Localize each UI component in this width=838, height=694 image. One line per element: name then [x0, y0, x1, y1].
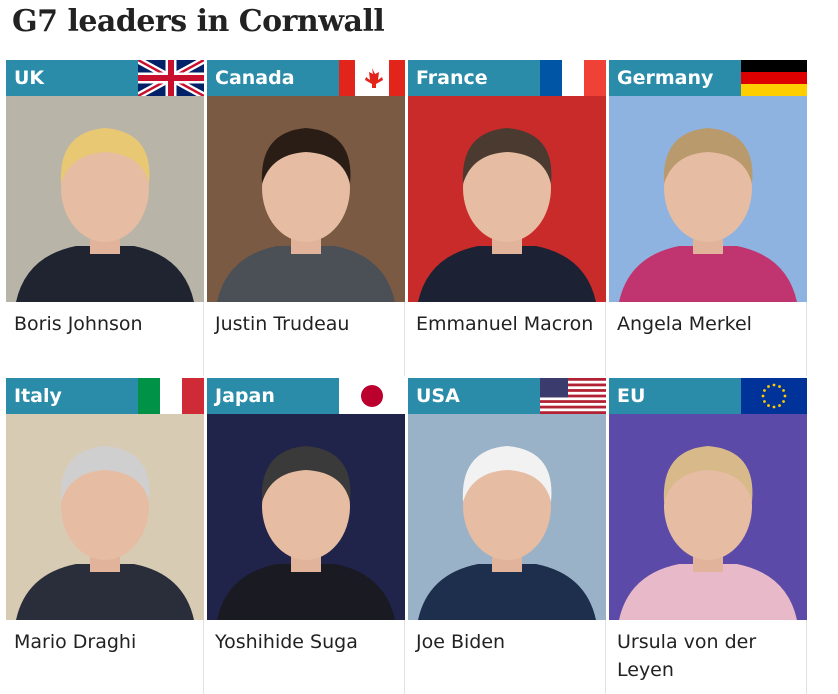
portrait [6, 414, 204, 620]
leader-card: Canada Justin Trudeau [207, 60, 405, 376]
leader-name: Justin Trudeau [207, 302, 405, 376]
leader-name: Ursula von der Leyen [609, 620, 807, 694]
portrait [408, 414, 606, 620]
leader-name: Angela Merkel [609, 302, 807, 376]
leader-card: USA Joe Biden [408, 378, 606, 694]
leader-name: Boris Johnson [6, 302, 204, 376]
leader-name: Emmanuel Macron [408, 302, 606, 376]
portrait [207, 414, 405, 620]
flag [540, 60, 606, 96]
leader-card: UK Boris Johnson [6, 60, 204, 376]
flag [138, 60, 204, 96]
flag [339, 378, 405, 414]
leader-name: Joe Biden [408, 620, 606, 694]
leader-card: Germany Angela Merkel [609, 60, 807, 376]
country: EU [617, 385, 646, 407]
leader-card: Italy Mario Draghi [6, 378, 204, 694]
portrait [408, 96, 606, 302]
flag [741, 60, 807, 96]
country: Canada [215, 67, 295, 89]
portrait [207, 96, 405, 302]
title: G7 leaders in Cornwall [12, 4, 385, 39]
country-header: Italy [6, 378, 204, 414]
leader-name: Mario Draghi [6, 620, 204, 694]
leader-name: Yoshihide Suga [207, 620, 405, 694]
country: UK [14, 67, 45, 89]
flag [138, 378, 204, 414]
country: USA [416, 385, 460, 407]
country-header: Japan [207, 378, 405, 414]
country-header: EU [609, 378, 807, 414]
portrait [609, 414, 807, 620]
country-header: USA [408, 378, 606, 414]
country: Italy [14, 385, 62, 407]
country: Germany [617, 67, 714, 89]
flag [540, 378, 606, 414]
country-header: Canada [207, 60, 405, 96]
country-header: UK [6, 60, 204, 96]
country-header: France [408, 60, 606, 96]
country: Japan [215, 385, 275, 407]
flag [339, 60, 405, 96]
portrait [6, 96, 204, 302]
flag [741, 378, 807, 414]
leader-card: France Emmanuel Macron [408, 60, 606, 376]
leader-card: Japan Yoshihide Suga [207, 378, 405, 694]
portrait [609, 96, 807, 302]
leader-card: EU Ursula von der Leyen [609, 378, 807, 694]
country-header: Germany [609, 60, 807, 96]
country: France [416, 67, 488, 89]
